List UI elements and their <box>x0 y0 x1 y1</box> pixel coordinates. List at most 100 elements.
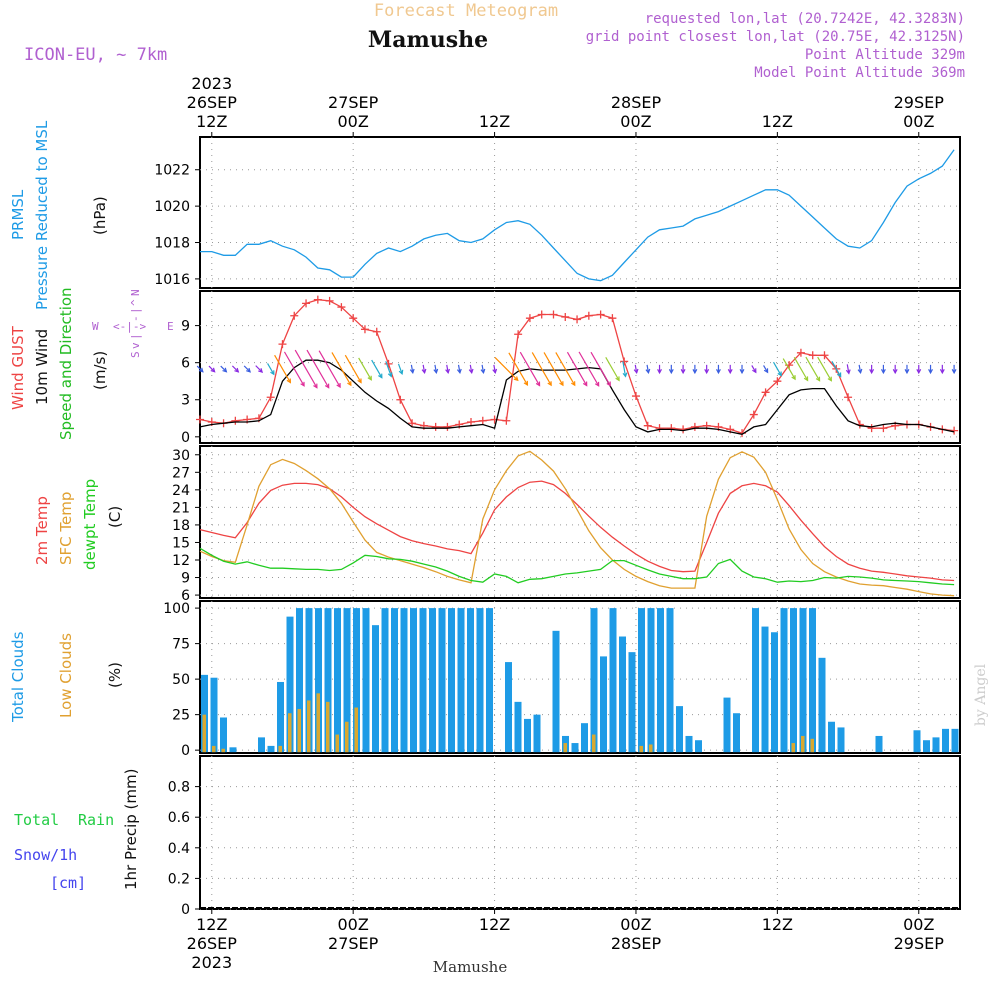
wind-tick-label: 9 <box>181 319 190 335</box>
gust-marker <box>337 303 346 312</box>
low-cloud-bar <box>278 745 282 753</box>
wind-frame <box>199 290 961 444</box>
precip-tick-label: 0.8 <box>168 780 190 796</box>
compass-v3: - <box>129 315 142 322</box>
gridpoint-coords: grid point closest lon,lat (20.75E, 42.3… <box>586 29 965 45</box>
gust-marker <box>773 377 782 386</box>
total-cloud-bar <box>533 714 541 753</box>
wind-barb <box>531 352 552 386</box>
temp-unit: (C) <box>106 506 124 528</box>
low-cloud-bar <box>202 714 206 753</box>
temp-labels: 2m Temp SFC Temp dewpt Temp (C) <box>33 479 124 570</box>
sfc-temp-line <box>199 450 955 597</box>
bottom-time-label: 12Z <box>196 915 227 934</box>
cloud-unit: (%) <box>106 662 124 688</box>
total-cloud-bar <box>951 728 959 753</box>
wind-barb <box>294 349 318 388</box>
wind-barb-head <box>210 367 216 373</box>
total-cloud-bar <box>657 608 664 753</box>
precip-unit: 1hr Precip (mm) <box>122 769 140 890</box>
gust-marker <box>537 310 546 319</box>
precip-snow-unit: [cm] <box>50 874 86 892</box>
total-cloud-label: Total Clouds <box>9 631 27 723</box>
total-cloud-bar <box>419 608 427 753</box>
total-cloud-bar <box>809 608 816 753</box>
wind-barb <box>508 352 528 386</box>
total-cloud-bar <box>837 727 845 753</box>
wind-barb-head <box>378 373 383 379</box>
wind-barb <box>493 364 496 373</box>
total-cloud-bar <box>438 608 446 753</box>
pressure-frame <box>199 136 961 289</box>
wind-dir-label: Speed and Direction <box>57 287 75 440</box>
total-cloud-bar <box>619 636 626 753</box>
wind-barb <box>331 352 352 386</box>
model-altitude: Model Point Altitude 369m <box>754 65 965 81</box>
tsfc-label: SFC Temp <box>57 492 75 565</box>
total-cloud-bar <box>362 608 370 753</box>
cloud-panel: 0 25 50 75 100 <box>163 600 961 759</box>
total-cloud-bar <box>400 608 408 753</box>
wind-barb <box>793 357 809 381</box>
wind-barb-head <box>445 368 450 375</box>
total-cloud-bar <box>381 608 389 753</box>
total-cloud-bar <box>476 608 484 753</box>
wind-gust-label: Wind GUST <box>9 325 27 410</box>
pressure-tick-label: 1020 <box>154 199 190 215</box>
wind-barb-head <box>398 369 404 375</box>
wind-barb <box>481 364 485 373</box>
wind-barb <box>397 363 403 374</box>
total-cloud-bar <box>799 608 807 753</box>
2m-temp-line <box>199 480 955 582</box>
total-cloud-bar <box>505 662 512 753</box>
gust-marker <box>620 357 629 366</box>
wind-tick-label: 3 <box>181 393 190 409</box>
wind-barb <box>371 359 383 378</box>
total-cloud-bar <box>913 730 921 753</box>
total-cloud-bar <box>942 728 949 753</box>
wind-barb <box>422 364 426 373</box>
pressure-tick-label: 1018 <box>154 236 190 252</box>
total-cloud-bar <box>828 721 835 753</box>
top-time-label: 29SEP <box>894 93 945 112</box>
gust-marker <box>879 424 888 433</box>
temp-tick-label: 18 <box>172 518 190 534</box>
wind-barb-head <box>727 369 733 375</box>
cloud-frame <box>199 600 961 754</box>
gust-marker <box>561 312 570 321</box>
total-cloud-bar <box>581 723 588 753</box>
top-time-label: 12Z <box>479 112 510 131</box>
wind-barb-head <box>582 381 588 387</box>
wind-barb <box>817 356 832 381</box>
total-cloud-bar <box>324 608 332 753</box>
wind-barb <box>318 350 341 388</box>
wind-10m-label: 10m Wind <box>33 329 51 405</box>
low-cloud-bar <box>810 738 814 753</box>
gust-marker <box>950 426 959 435</box>
bottom-time-label: 2023 <box>191 953 232 972</box>
gust-marker <box>408 419 417 428</box>
low-cloud-bar <box>354 707 358 753</box>
gust-marker <box>196 415 204 424</box>
wind-barb-head <box>622 372 628 378</box>
compass-e: E <box>167 320 174 333</box>
compass-v1: ^ <box>129 299 142 306</box>
total-cloud-bar <box>752 608 759 753</box>
wind-barb-head <box>904 369 910 375</box>
wind-barb-head <box>456 368 462 375</box>
top-time-label: 00Z <box>338 112 369 131</box>
total-cloud-bar <box>514 701 522 753</box>
wind-barb-head <box>657 369 662 375</box>
low-cloud-bar <box>335 734 339 753</box>
cloud-labels: Total Clouds Low Clouds (%) <box>9 631 124 723</box>
gust-marker <box>290 311 299 320</box>
wind-labels: Wind GUST 10m Wind Speed and Direction (… <box>9 287 174 440</box>
top-time-label: 12Z <box>196 112 227 131</box>
total-cloud-bar <box>676 706 683 753</box>
pressure-label-1: PRMSL <box>9 189 27 240</box>
bottom-time-label: 27SEP <box>328 934 379 953</box>
pressure-label-2: Pressure Reduced to MSL <box>33 120 51 310</box>
compass-v2: | <box>129 307 142 314</box>
top-time-label: 26SEP <box>187 93 238 112</box>
